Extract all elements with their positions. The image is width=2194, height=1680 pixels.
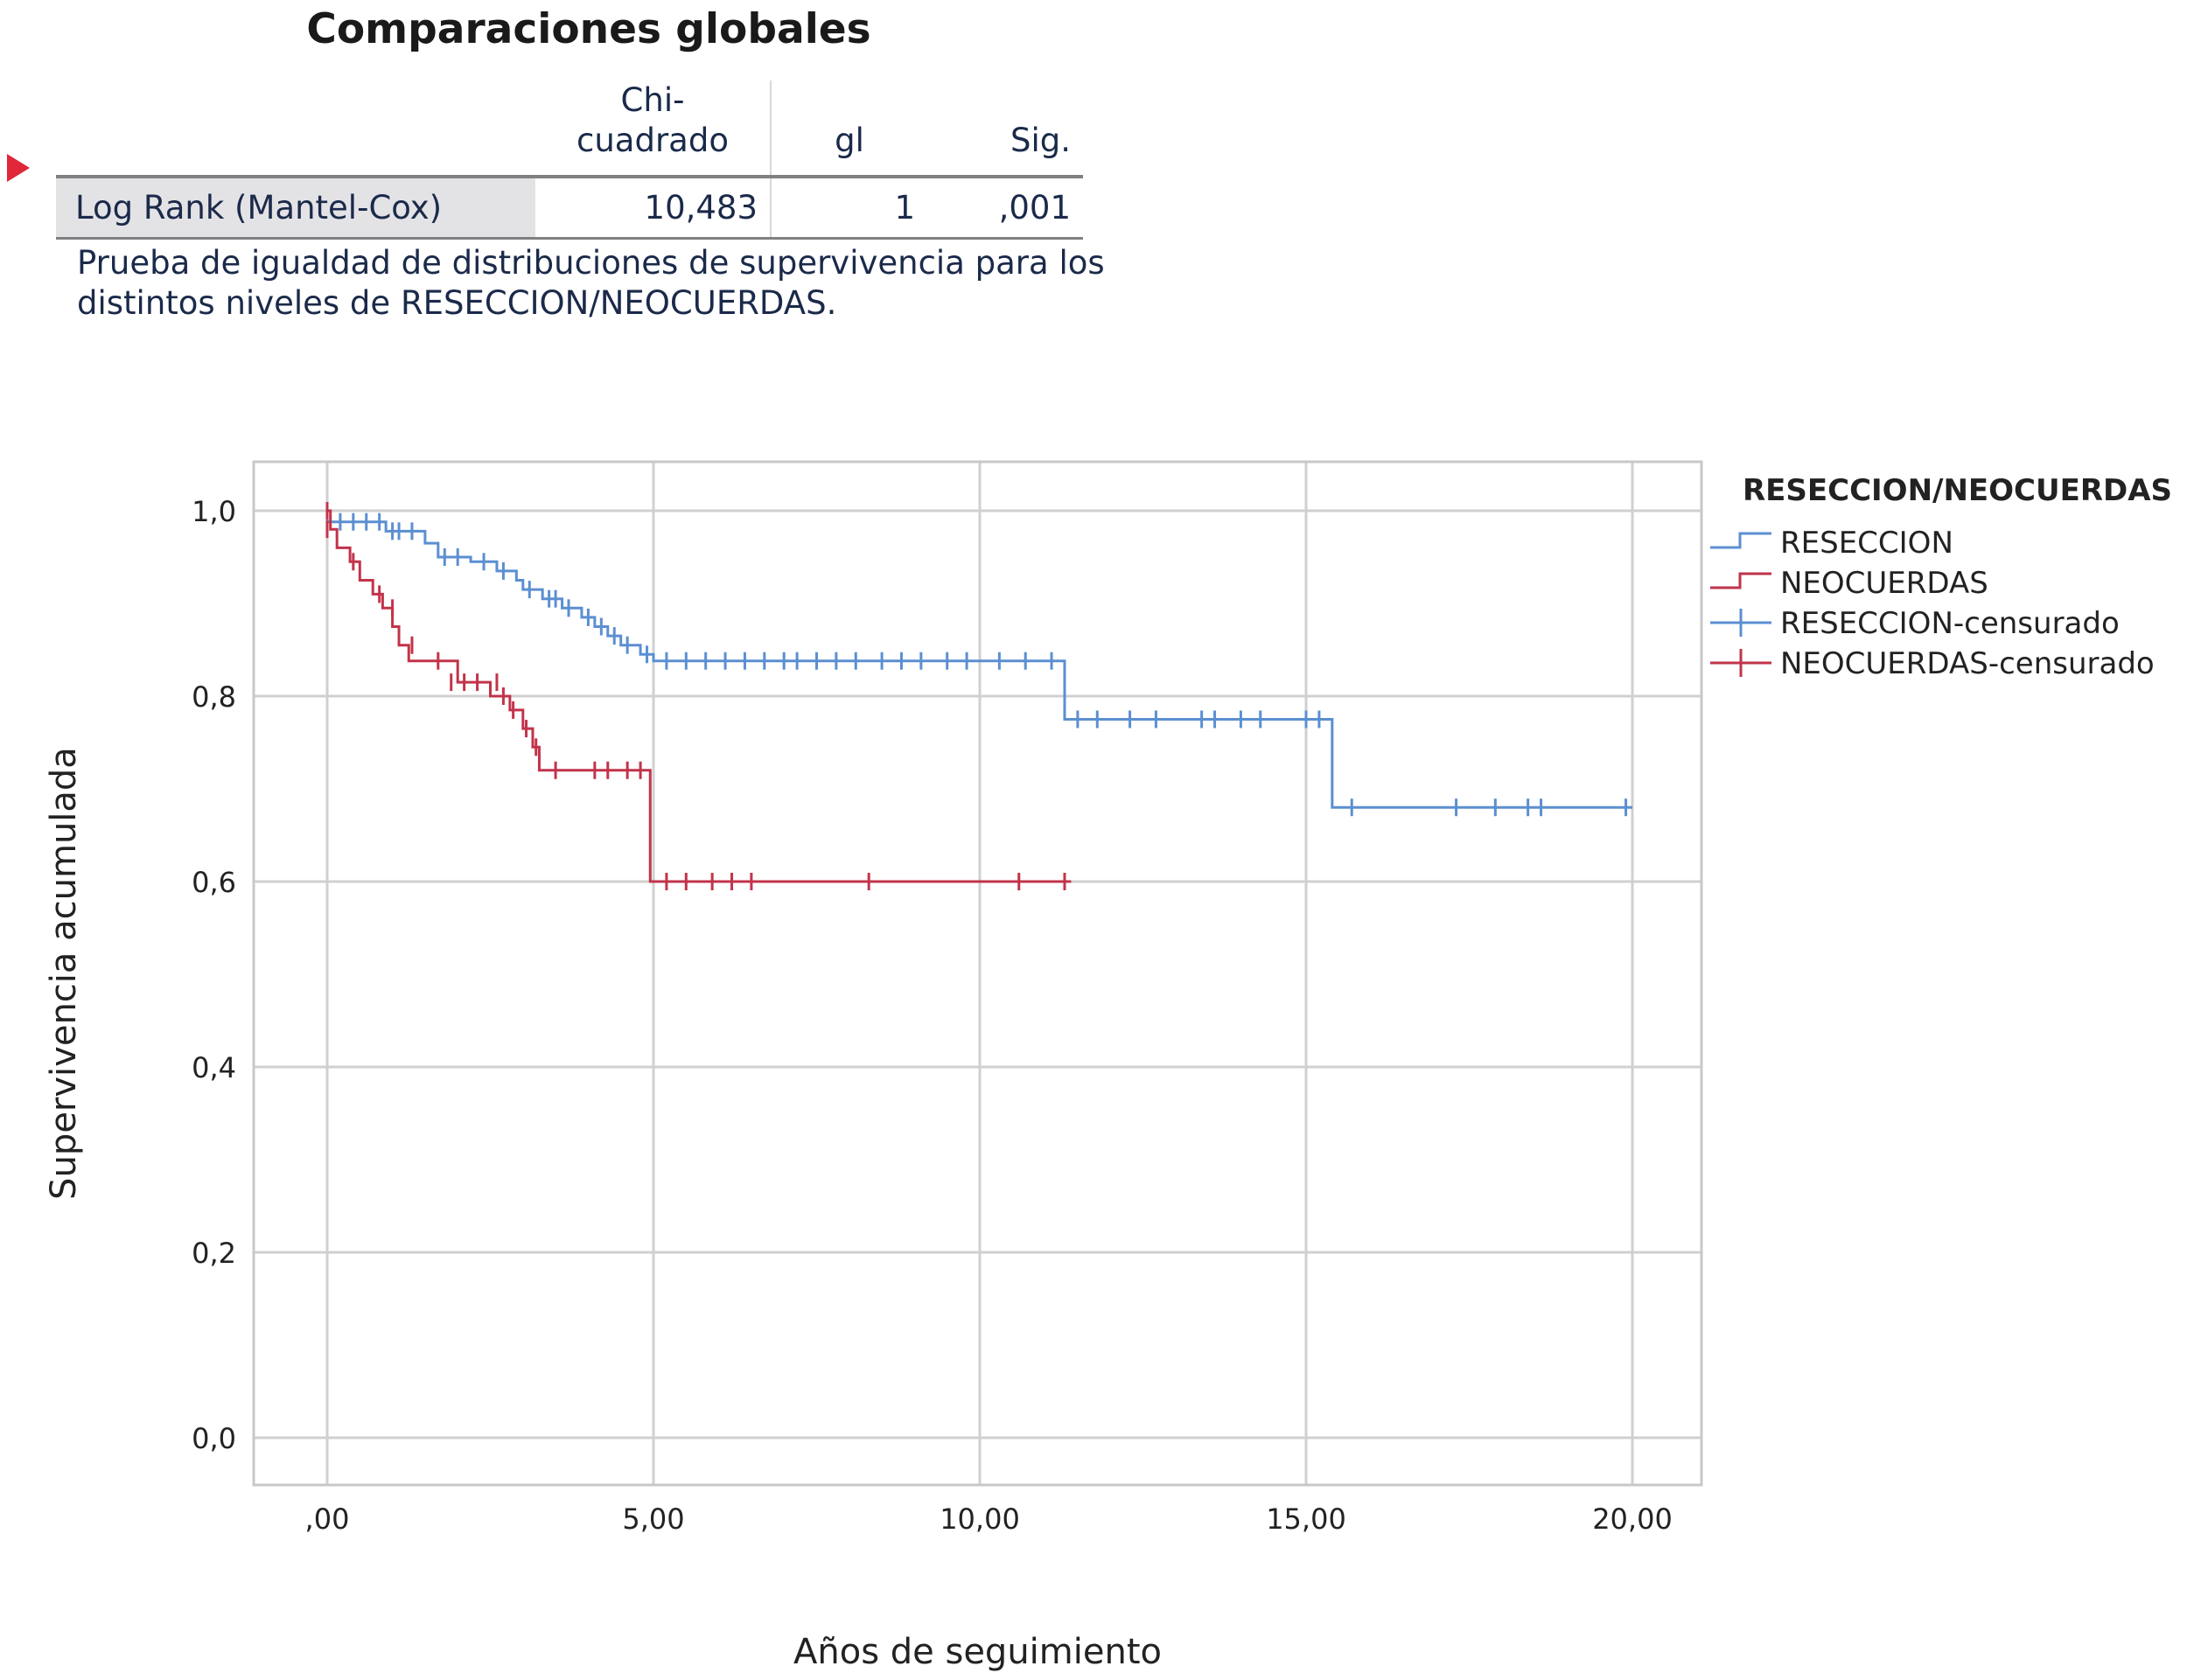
row-label: Log Rank (Mantel-Cox): [56, 177, 535, 240]
y-tick-label: 0,6: [192, 866, 236, 899]
x-tick-label: 20,00: [1592, 1502, 1673, 1536]
header-sig-label: Sig.: [1010, 122, 1071, 159]
header-sig: Sig.: [927, 80, 1083, 178]
y-tick-label: 0,0: [192, 1422, 236, 1455]
chart-series: [325, 502, 1632, 890]
legend-swatch: [1710, 532, 1771, 549]
row-marker-icon: [7, 154, 30, 182]
table-header-row: Chi- cuadrado gl Sig.: [56, 80, 1083, 178]
header-df: gl: [770, 80, 927, 178]
x-tick-label: 10,00: [940, 1502, 1020, 1536]
y-axis-label: Supervivencia acumulada: [44, 747, 84, 1200]
table-title: Comparaciones globales: [306, 5, 871, 53]
table-row: Log Rank (Mantel-Cox) 10,483 1 ,001: [56, 177, 1083, 240]
chart-axes: 0,0 0,2 0,4 0,6 0,8 1,0 ,00 5,00 10,00 15,00 20,00: [192, 495, 1673, 1536]
table-footnote: Prueba de igualdad de distribuciones de …: [77, 244, 1105, 322]
chart-legend: RESECCION/NEOCUERDAS RESECCION NEOCUERDAS R…: [1710, 473, 2172, 681]
cell-chi-square: 10,483: [535, 177, 771, 240]
survival-line: [325, 511, 1632, 809]
y-tick-label: 0,8: [192, 680, 236, 714]
legend-title: RESECCION/NEOCUERDAS: [1743, 473, 2172, 508]
x-tick-label: 5,00: [622, 1502, 684, 1536]
y-tick-label: 1,0: [192, 495, 236, 528]
chart-grid: [254, 462, 1701, 1485]
legend-entry: RESECCION-censurado: [1780, 606, 2120, 641]
legend-entry: NEOCUERDAS: [1780, 566, 1988, 601]
header-chi-square-label: Chi- cuadrado: [576, 81, 729, 159]
survival-line: [327, 509, 1072, 883]
cell-sig: ,001: [927, 177, 1083, 240]
x-tick-label: 15,00: [1266, 1502, 1346, 1536]
header-blank: [56, 80, 535, 178]
header-df-label: gl: [835, 122, 864, 159]
legend-swatch: [1710, 572, 1771, 589]
comparisons-table: Chi- cuadrado gl Sig. Log Rank (Mantel-C…: [56, 80, 1083, 240]
cell-df: 1: [770, 177, 927, 240]
x-tick-label: ,00: [305, 1502, 350, 1536]
x-axis-label: Años de seguimiento: [793, 1632, 1162, 1672]
series-reseccion: [325, 511, 1632, 817]
plot-frame: [252, 460, 1703, 1487]
y-tick-label: 0,4: [192, 1051, 236, 1084]
series-neocuerdas: [325, 502, 1072, 890]
header-chi-square: Chi- cuadrado: [535, 80, 771, 178]
legend-entry: RESECCION: [1780, 526, 1953, 561]
legend-entry: NEOCUERDAS-censurado: [1780, 646, 2155, 681]
y-tick-label: 0,2: [192, 1237, 236, 1270]
